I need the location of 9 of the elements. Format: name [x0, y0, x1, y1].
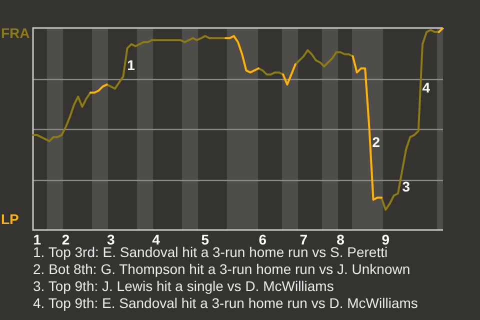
annotation: 4	[422, 79, 430, 96]
annotation: 2	[372, 134, 380, 150]
text: 4. Top 9th: E. Sandoval hit a 3-run home run vs D. McWilliams	[33, 295, 418, 312]
text: 2. Bot 8th: G. Thompson hit a 3-run home run vs J. Unknown	[33, 261, 412, 278]
text: 3. Top 9th: J. Lewis hit a single vs D. McWilliams	[33, 278, 335, 295]
annotation: 1	[127, 57, 136, 74]
text: FRA	[1, 24, 30, 41]
text: LP	[1, 210, 19, 227]
annotation: 3	[402, 178, 410, 194]
